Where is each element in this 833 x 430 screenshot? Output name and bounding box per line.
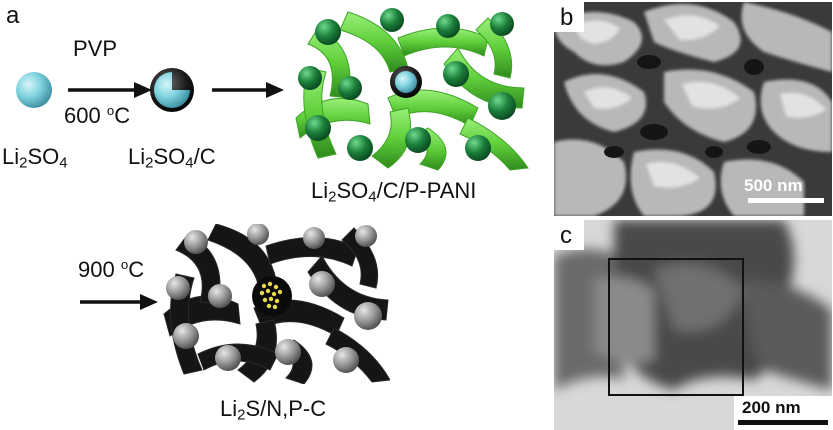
tem-image-panel-c: c 200 nm bbox=[554, 220, 832, 430]
li2so4-c-sphere bbox=[150, 68, 194, 112]
tem-texture bbox=[554, 220, 832, 430]
scale-label-b: 500 nm bbox=[744, 176, 803, 195]
compound-li2so4-c-ppani: Li2SO4/C/P-PANI bbox=[311, 178, 477, 206]
tem-inset-box bbox=[608, 258, 744, 396]
black-npc-network bbox=[163, 224, 390, 384]
panel-letter-c: c bbox=[560, 222, 572, 249]
compound-li2s-npc: Li2S/N,P-C bbox=[220, 396, 327, 424]
sem-texture bbox=[554, 2, 832, 216]
scale-bar-b bbox=[748, 198, 824, 203]
sem-image-panel-b: b 500 nm bbox=[554, 2, 832, 216]
compound-li2so4: Li2SO4 bbox=[2, 144, 68, 172]
green-ppani-network bbox=[295, 8, 529, 171]
panel-b-letter-bg bbox=[554, 2, 584, 32]
compound-li2so4-c: Li2SO4/C bbox=[128, 144, 216, 172]
temp-600-label: 600 oC bbox=[64, 102, 131, 128]
li2so4-sphere bbox=[16, 72, 52, 108]
panel-letter-b: b bbox=[560, 4, 574, 31]
scale-bar-c bbox=[738, 420, 828, 425]
arrow-3 bbox=[80, 294, 158, 310]
pvp-label: PVP bbox=[73, 36, 118, 61]
panel-letter-a: a bbox=[6, 2, 20, 29]
scale-label-c: 200 nm bbox=[742, 398, 801, 417]
panel-c-letter-bg bbox=[554, 220, 584, 250]
arrow-1 bbox=[68, 82, 152, 98]
temp-900-label: 900 oC bbox=[78, 256, 145, 282]
arrow-2 bbox=[212, 82, 284, 98]
